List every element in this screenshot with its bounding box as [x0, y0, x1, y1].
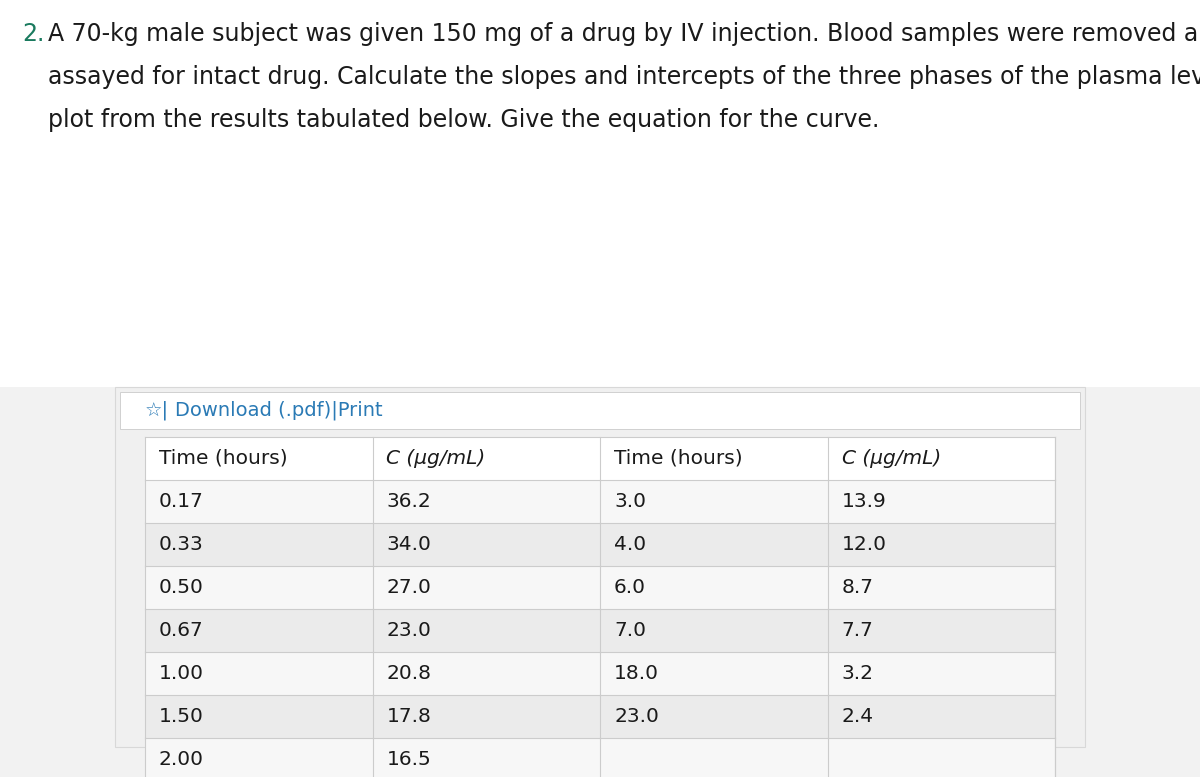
Text: 20.8: 20.8 [386, 664, 432, 683]
FancyBboxPatch shape [120, 392, 1080, 429]
Text: 3.2: 3.2 [841, 664, 874, 683]
Text: 27.0: 27.0 [386, 578, 431, 597]
FancyBboxPatch shape [145, 480, 1055, 523]
FancyBboxPatch shape [145, 652, 1055, 695]
FancyBboxPatch shape [145, 566, 1055, 609]
Text: Download (.pdf)|Print: Download (.pdf)|Print [175, 401, 383, 420]
Text: 23.0: 23.0 [614, 707, 659, 726]
Text: 7.0: 7.0 [614, 621, 646, 640]
Text: C (μg/mL): C (μg/mL) [841, 449, 941, 468]
Text: 1.00: 1.00 [158, 664, 204, 683]
Text: 2.00: 2.00 [158, 750, 204, 769]
Text: 12.0: 12.0 [841, 535, 887, 554]
Text: 16.5: 16.5 [386, 750, 431, 769]
FancyBboxPatch shape [0, 0, 1200, 387]
Text: 0.33: 0.33 [158, 535, 204, 554]
Text: 3.0: 3.0 [614, 492, 646, 511]
Text: assayed for intact drug. Calculate the slopes and intercepts of the three phases: assayed for intact drug. Calculate the s… [48, 65, 1200, 89]
Text: 0.67: 0.67 [158, 621, 204, 640]
Text: 7.7: 7.7 [841, 621, 874, 640]
Text: 0.17: 0.17 [158, 492, 204, 511]
Text: 1.50: 1.50 [158, 707, 204, 726]
FancyBboxPatch shape [145, 523, 1055, 566]
Text: ☆|: ☆| [145, 401, 169, 420]
Text: 2.: 2. [22, 22, 44, 46]
Text: 6.0: 6.0 [614, 578, 646, 597]
FancyBboxPatch shape [115, 387, 1085, 747]
Text: 0.50: 0.50 [158, 578, 204, 597]
FancyBboxPatch shape [145, 609, 1055, 652]
Text: 36.2: 36.2 [386, 492, 431, 511]
Text: 18.0: 18.0 [614, 664, 659, 683]
Text: 8.7: 8.7 [841, 578, 874, 597]
FancyBboxPatch shape [145, 695, 1055, 738]
Text: 4.0: 4.0 [614, 535, 646, 554]
Text: A 70-kg male subject was given 150 mg of a drug by IV injection. Blood samples w: A 70-kg male subject was given 150 mg of… [48, 22, 1200, 46]
Text: 34.0: 34.0 [386, 535, 431, 554]
Text: 23.0: 23.0 [386, 621, 431, 640]
Text: 2.4: 2.4 [841, 707, 874, 726]
Text: 13.9: 13.9 [841, 492, 887, 511]
Text: 17.8: 17.8 [386, 707, 431, 726]
Text: Time (hours): Time (hours) [614, 449, 743, 468]
FancyBboxPatch shape [0, 387, 1200, 777]
FancyBboxPatch shape [145, 738, 1055, 777]
Text: plot from the results tabulated below. Give the equation for the curve.: plot from the results tabulated below. G… [48, 108, 880, 132]
Text: Time (hours): Time (hours) [158, 449, 288, 468]
FancyBboxPatch shape [145, 437, 1055, 480]
Text: C (μg/mL): C (μg/mL) [386, 449, 486, 468]
